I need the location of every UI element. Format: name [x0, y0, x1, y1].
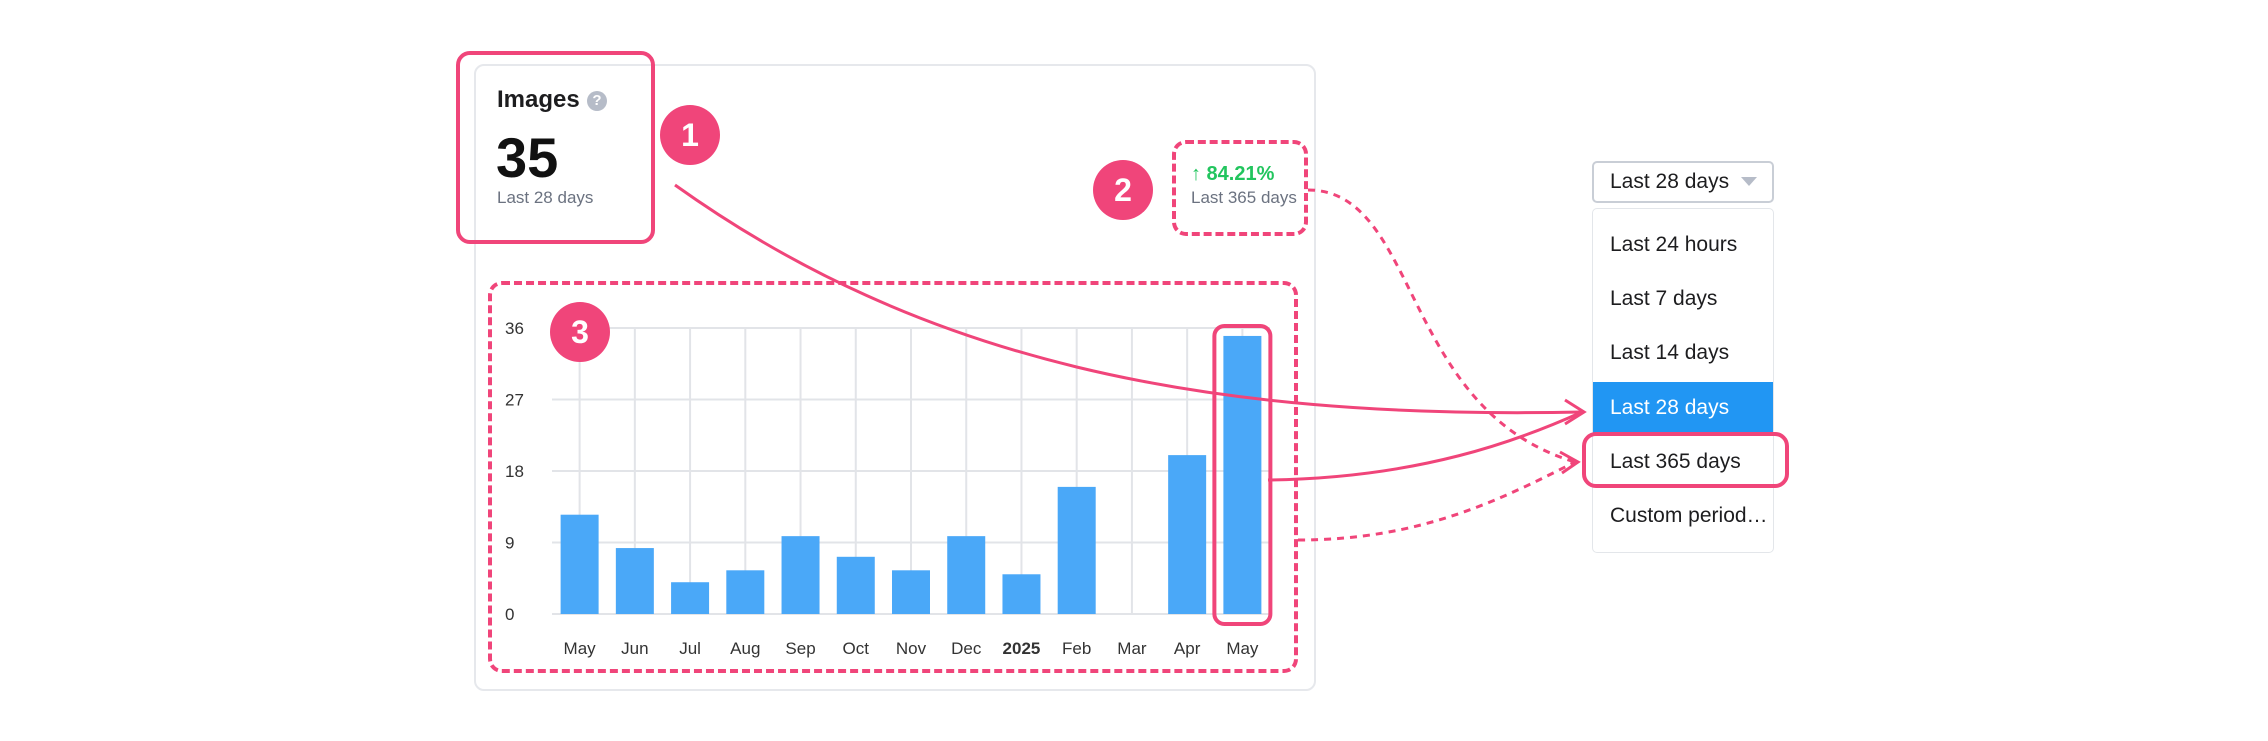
y-tick-label: 27 — [505, 391, 524, 410]
question-mark-icon[interactable]: ? — [587, 91, 607, 111]
y-tick-label: 18 — [505, 462, 524, 481]
chevron-down-icon — [1741, 177, 1757, 186]
stat-title: Images — [497, 86, 580, 113]
arrow-delta-to-option — [1307, 188, 1576, 464]
arrow-chart-to-option — [1297, 460, 1576, 542]
x-tick-label: Sep — [785, 639, 815, 658]
bar-3 — [726, 570, 765, 614]
arrow-stat-to-option — [674, 183, 1583, 415]
bar-12 — [1223, 335, 1262, 614]
delta-period: Last 365 days — [1191, 188, 1297, 207]
x-tick-label: Feb — [1062, 639, 1091, 658]
highlight-chart-box — [488, 281, 1298, 673]
arrow-bar-to-option — [1267, 410, 1583, 482]
menu-item-last-24-hours[interactable]: Last 24 hours — [1610, 233, 1738, 256]
x-tick-label: Apr — [1174, 639, 1201, 658]
step-badge-3: 3 — [550, 302, 610, 362]
menu-item-last-365-days[interactable]: Last 365 days — [1610, 450, 1741, 473]
step-badge-2: 2 — [1093, 160, 1153, 220]
highlight-stat-box — [456, 51, 655, 244]
y-tick-label: 36 — [505, 319, 524, 338]
x-tick-label: Oct — [843, 639, 870, 658]
y-tick-label: 9 — [505, 534, 514, 553]
menu-item-last-7-days[interactable]: Last 7 days — [1610, 287, 1718, 310]
bar-1 — [615, 548, 654, 614]
x-tick-label: Dec — [951, 639, 982, 658]
menu-item-custom-period[interactable]: Custom period… — [1610, 504, 1768, 527]
bar-5 — [836, 556, 875, 614]
x-tick-label: 2025 — [1003, 639, 1041, 658]
period-select-label: Last 28 days — [1610, 170, 1730, 193]
bar-4 — [781, 536, 820, 614]
x-tick-label: Jun — [621, 639, 648, 658]
period-menu — [1592, 208, 1774, 553]
y-tick-label: 0 — [505, 605, 514, 624]
highlight-option-box — [1582, 432, 1789, 488]
delta-value: ↑ 84.21% — [1191, 163, 1275, 185]
highlight-delta-box — [1172, 140, 1308, 236]
menu-item-last-28-days[interactable]: Last 28 days — [1593, 382, 1773, 434]
x-tick-label: Nov — [896, 639, 927, 658]
bar-9 — [1057, 486, 1096, 614]
menu-item-last-14-days[interactable]: Last 14 days — [1610, 341, 1730, 364]
bar-8 — [1002, 574, 1041, 614]
x-tick-label: Jul — [679, 639, 701, 658]
bar-11 — [1168, 455, 1207, 614]
x-tick-label: Aug — [730, 639, 760, 658]
step-badge-1: 1 — [660, 105, 720, 165]
stat-value: 35 — [496, 126, 559, 189]
x-tick-label: May — [564, 639, 597, 658]
bar-2 — [671, 582, 710, 614]
x-tick-label: May — [1226, 639, 1259, 658]
arrowhead-solid — [1564, 398, 1587, 426]
stat-period: Last 28 days — [497, 188, 594, 207]
bar-6 — [892, 570, 930, 614]
highlight-bar-box — [1212, 324, 1273, 626]
bar-0 — [560, 514, 599, 614]
x-tick-label: Mar — [1117, 639, 1147, 658]
arrowhead-dashed — [1559, 450, 1581, 475]
bar-7 — [947, 536, 986, 614]
